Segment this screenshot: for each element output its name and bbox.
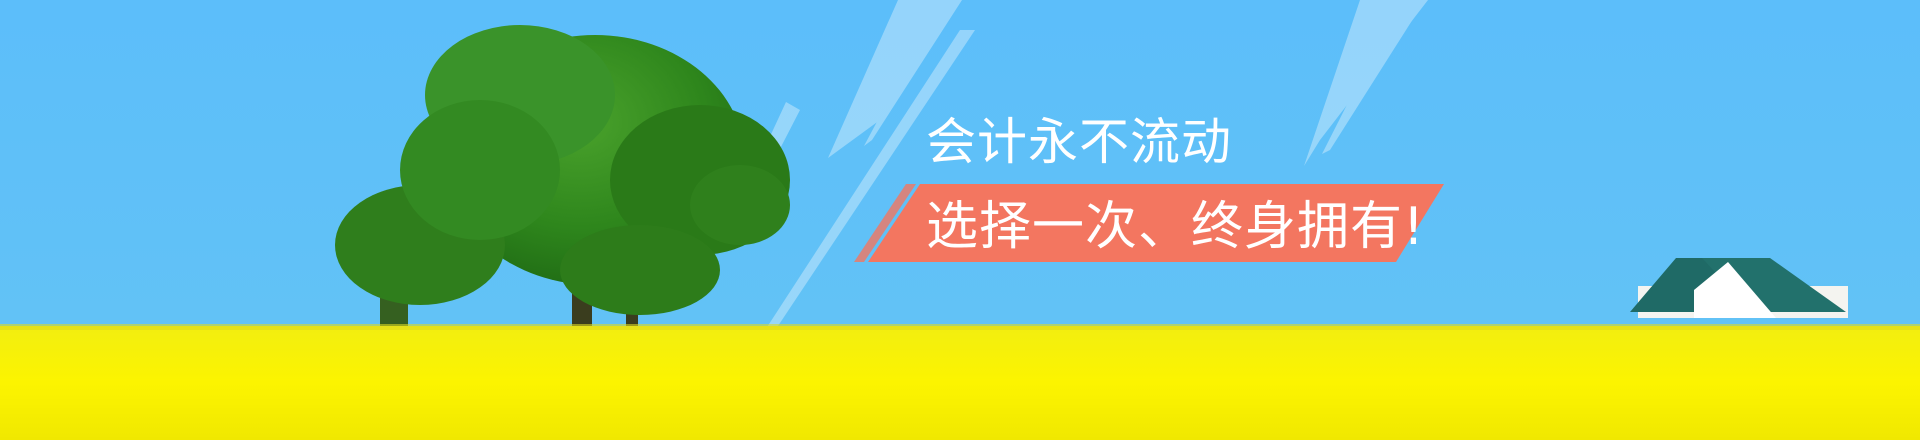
house-illustration [1630,258,1848,318]
sky [0,0,1920,330]
rapeseed-field [0,326,1920,440]
tagline-text: 选择一次、终身拥有! [926,197,1425,257]
tree-illustration [335,25,790,363]
glass-streaks-right [1304,0,1428,166]
tagline-ribbon [868,184,1444,262]
headline-text: 会计永不流动 [926,113,1232,171]
